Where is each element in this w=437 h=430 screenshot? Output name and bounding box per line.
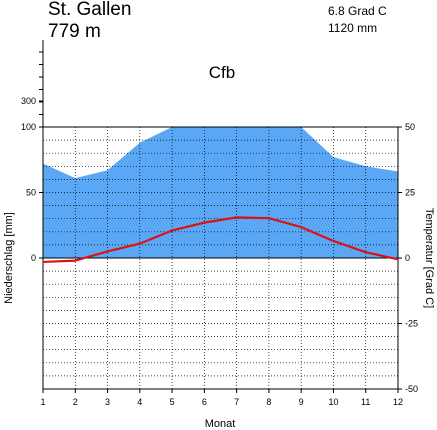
- x-tick-label: 2: [73, 397, 78, 407]
- temperature-line: [42, 216, 399, 264]
- left-tick-label: 300: [21, 96, 36, 106]
- station-elevation: 779 m: [48, 21, 101, 42]
- x-tick-label: 4: [137, 397, 142, 407]
- x-axis-label: Monat: [205, 418, 236, 430]
- x-tick-label: 1: [40, 397, 45, 407]
- right-tick-label: 25: [405, 188, 415, 198]
- left-tick-label: 50: [26, 188, 36, 198]
- right-tick-label: -50: [405, 384, 418, 394]
- y-axis-label-left: Niederschlag [mm]: [3, 212, 15, 304]
- right-tick-label: -25: [405, 319, 418, 329]
- x-tick-label: 6: [202, 397, 207, 407]
- mean-temperature: 6.8 Grad C: [328, 4, 387, 18]
- right-tick-label: 0: [405, 253, 410, 263]
- x-tick-label: 7: [234, 397, 239, 407]
- x-tick-label: 12: [393, 397, 403, 407]
- x-tick-label: 11: [361, 397, 370, 407]
- y-axis-label-right: Temperatur [Grad C]: [423, 208, 435, 308]
- left-tick-label: 100: [21, 122, 36, 132]
- station-name: St. Gallen: [48, 0, 131, 20]
- climate-class: Cfb: [209, 63, 235, 82]
- x-tick-label: 9: [299, 397, 304, 407]
- x-tick-label: 3: [105, 397, 110, 407]
- annual-precipitation: 1120 mm: [328, 21, 377, 35]
- right-tick-label: 50: [405, 122, 415, 132]
- x-tick-label: 10: [328, 397, 338, 407]
- left-tick-label: 0: [31, 253, 36, 263]
- x-tick-label: 5: [170, 397, 175, 407]
- x-tick-label: 8: [266, 397, 271, 407]
